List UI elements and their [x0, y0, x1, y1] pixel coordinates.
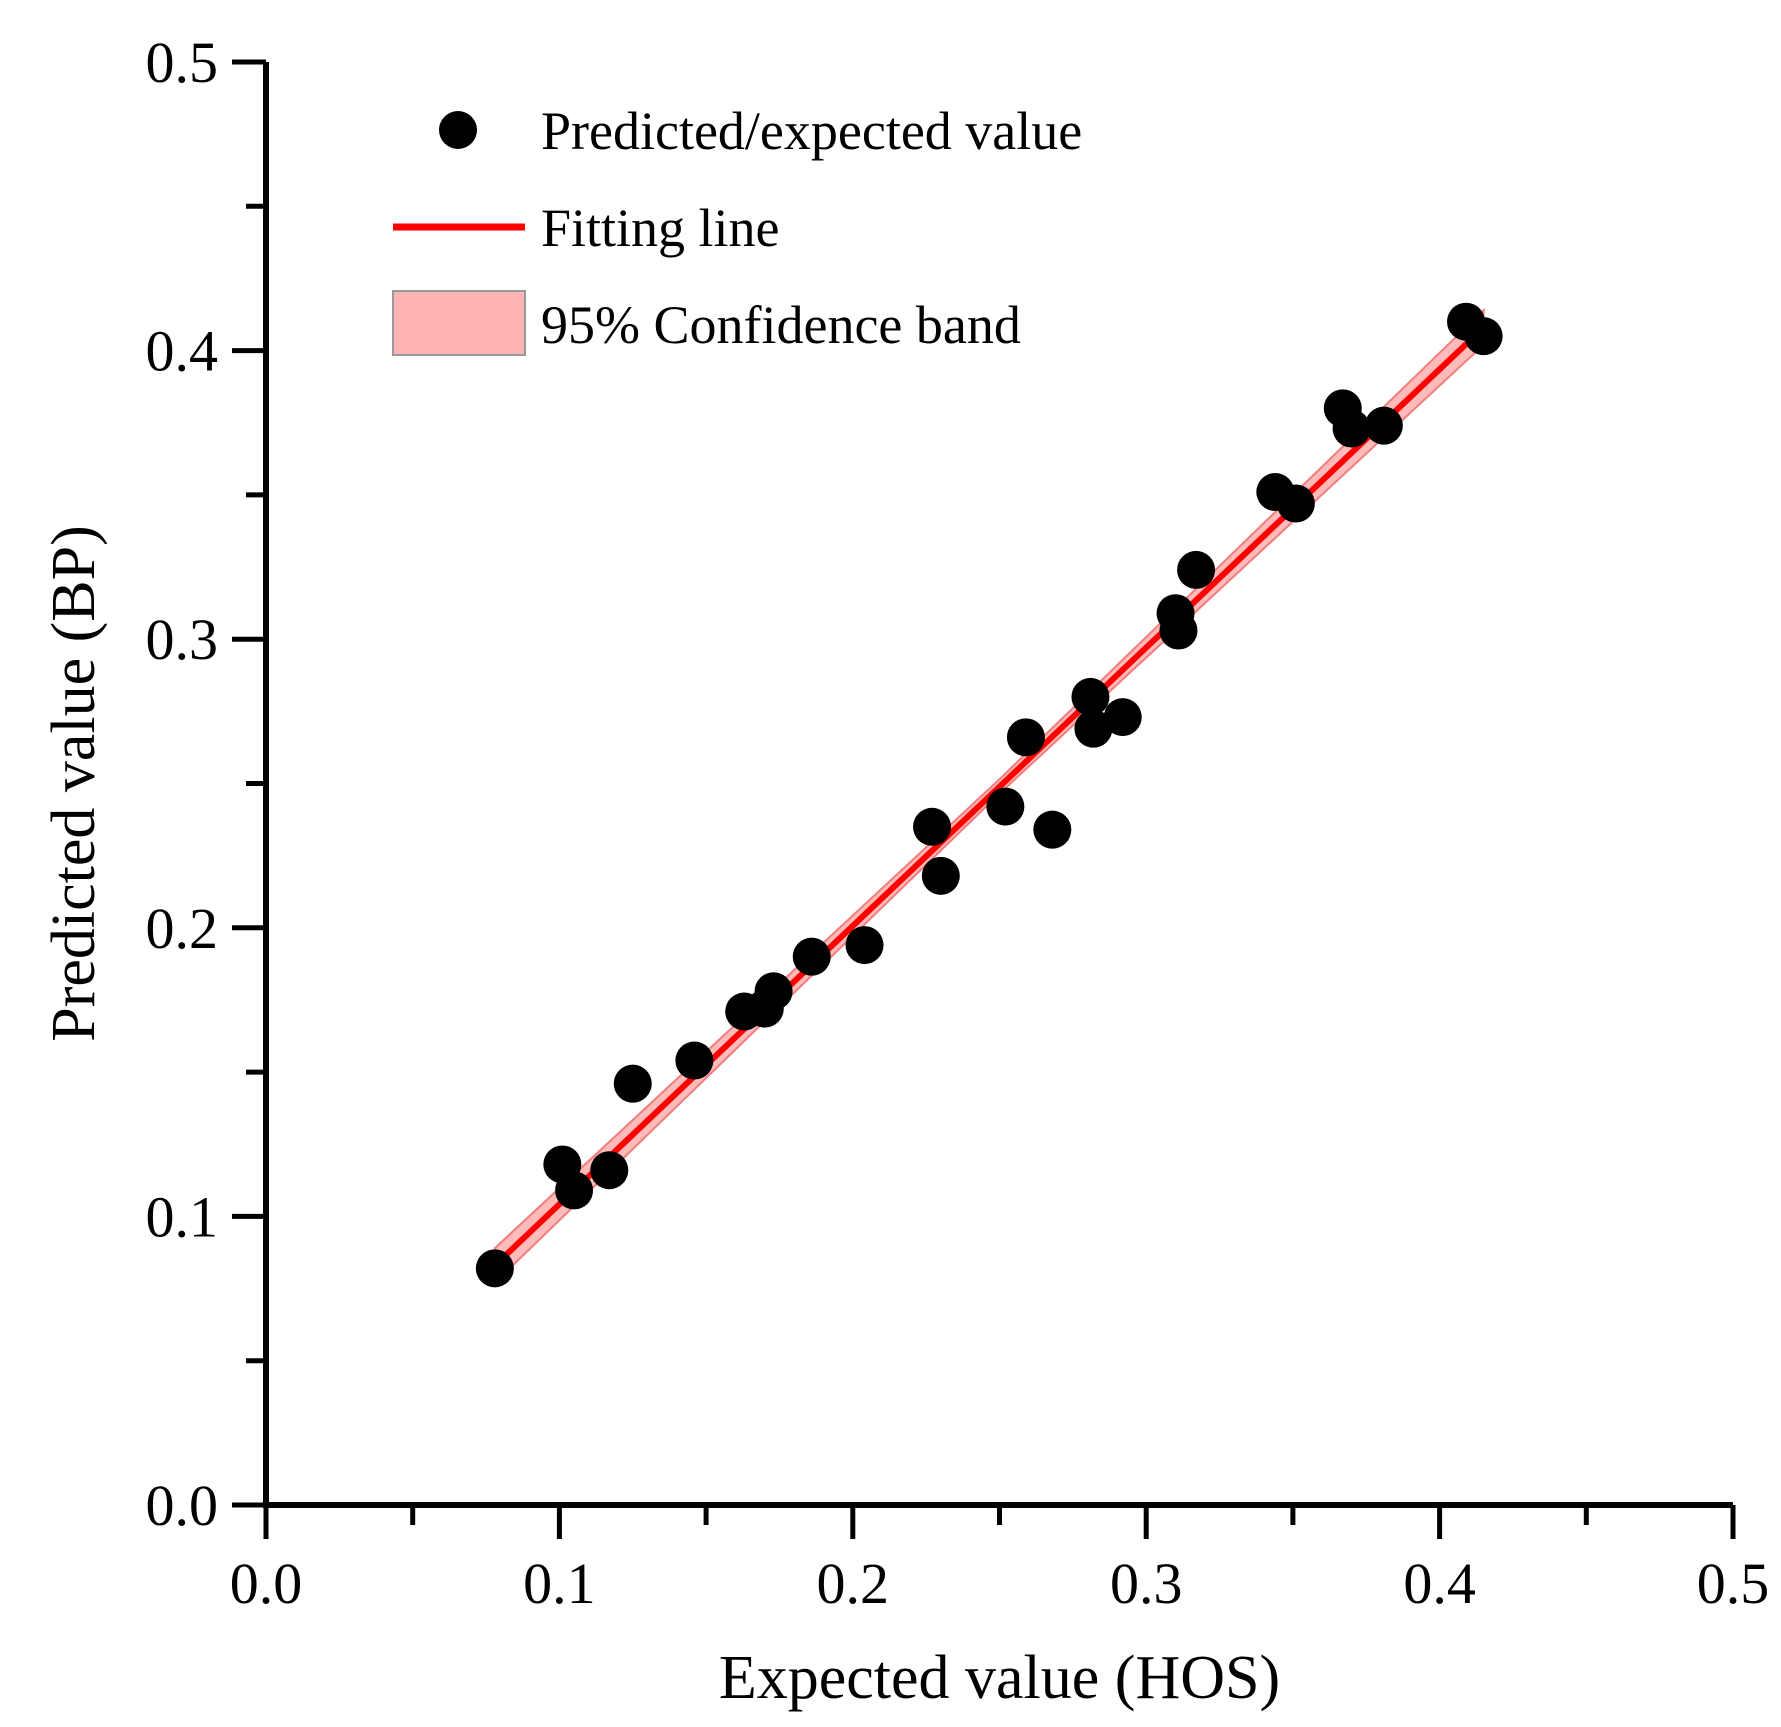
- data-point: [1033, 810, 1072, 849]
- fitting-line: [492, 325, 1486, 1268]
- data-point: [845, 926, 884, 965]
- data-point: [1103, 698, 1142, 737]
- y-tick-label: 0.2: [146, 896, 219, 961]
- data-point: [913, 807, 952, 846]
- fitting-line-layer: [492, 325, 1486, 1268]
- y-tick-label: 0.0: [146, 1473, 219, 1538]
- x-tick-label: 0.2: [817, 1551, 890, 1616]
- x-tick-label: 0.5: [1697, 1551, 1770, 1616]
- data-points-layer: [475, 302, 1503, 1288]
- data-point: [1071, 677, 1110, 716]
- data-point: [986, 787, 1025, 826]
- data-point: [1006, 718, 1045, 757]
- data-point: [1364, 406, 1403, 445]
- legend: Predicted/expected value Fitting line 95…: [392, 101, 1082, 356]
- data-point: [555, 1171, 594, 1210]
- data-point: [475, 1249, 514, 1288]
- data-point: [921, 856, 960, 895]
- data-point: [792, 937, 831, 976]
- legend-band-marker: [392, 290, 526, 356]
- data-point: [1464, 317, 1503, 356]
- y-tick-label: 0.5: [146, 30, 219, 95]
- data-point: [1074, 709, 1113, 748]
- x-tick-label: 0.3: [1110, 1551, 1183, 1616]
- x-tick-label: 0.1: [523, 1551, 596, 1616]
- data-point: [675, 1041, 714, 1080]
- x-tick-label: 0.0: [230, 1551, 303, 1616]
- y-tick-label: 0.1: [146, 1184, 219, 1249]
- y-tick-label: 0.4: [146, 319, 219, 384]
- x-axis-title: Expected value (HOS): [719, 1644, 1280, 1712]
- data-point: [613, 1064, 652, 1103]
- legend-label-fitting-line: Fitting line: [541, 198, 780, 258]
- data-point: [1159, 611, 1198, 650]
- legend-label-points: Predicted/expected value: [541, 101, 1082, 161]
- data-point: [590, 1151, 629, 1190]
- ticks-layer: 0.0 0.1 0.2 0.3 0.4 0.5 0.0 0.1 0.2 0.3 0.4 0.5: [146, 30, 1770, 1616]
- y-tick-label: 0.3: [146, 607, 219, 672]
- y-axis-title: Predicted value (BP): [40, 525, 108, 1042]
- data-point: [754, 972, 793, 1011]
- legend-label-confidence-band: 95% Confidence band: [541, 295, 1021, 355]
- data-point: [1276, 484, 1315, 523]
- data-point: [1177, 550, 1216, 589]
- data-point: [1332, 409, 1371, 448]
- x-tick-label: 0.4: [1403, 1551, 1476, 1616]
- legend-point-marker: [439, 111, 477, 149]
